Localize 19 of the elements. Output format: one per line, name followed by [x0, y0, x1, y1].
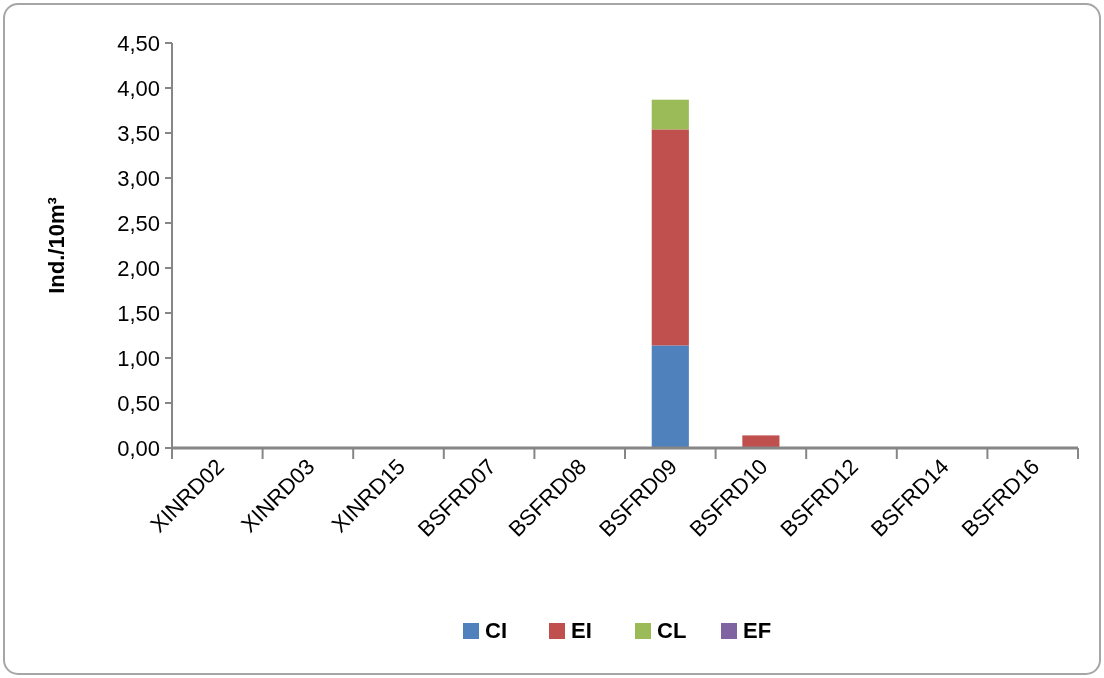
y-tick-label: 3,00 [117, 165, 160, 191]
bar [651, 99, 689, 130]
y-tick-label: 0,50 [117, 390, 160, 416]
y-tick-label: 3,50 [117, 120, 160, 146]
legend-label: EI [571, 618, 592, 643]
legend-label: CL [657, 618, 687, 643]
y-tick-label: 2,00 [117, 255, 160, 281]
y-tick-label: 1,00 [117, 345, 160, 371]
y-axis-title: Ind./10m³ [44, 197, 69, 294]
y-tick-label: 4,00 [117, 75, 160, 101]
y-tick-label: 2,50 [117, 210, 160, 236]
legend-label: EF [743, 618, 772, 643]
y-tick-label: 1,50 [117, 300, 160, 326]
legend-label: CI [485, 618, 507, 643]
y-tick-label: 0,00 [117, 435, 160, 461]
bar [651, 345, 689, 448]
bar [742, 435, 780, 448]
y-tick-label: 4,50 [117, 30, 160, 56]
bar [651, 129, 689, 346]
